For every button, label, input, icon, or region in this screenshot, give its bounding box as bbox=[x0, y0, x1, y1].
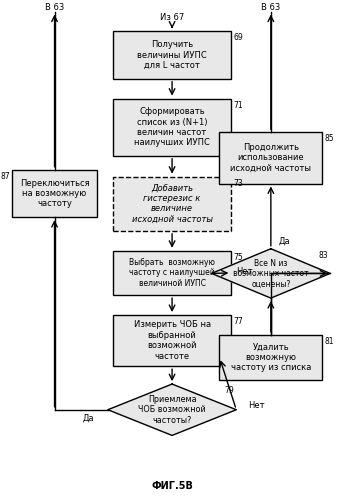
Text: 81: 81 bbox=[324, 337, 334, 346]
FancyBboxPatch shape bbox=[220, 335, 322, 380]
FancyBboxPatch shape bbox=[113, 315, 231, 366]
Text: Удалить
возможную
частоту из списка: Удалить возможную частоту из списка bbox=[231, 342, 311, 372]
Text: Приемлема
ЧОБ возможной
частоты?: Приемлема ЧОБ возможной частоты? bbox=[138, 395, 206, 425]
Text: Да: Да bbox=[82, 413, 94, 422]
Text: В 63: В 63 bbox=[45, 3, 64, 12]
Text: 75: 75 bbox=[233, 252, 243, 261]
Text: Добавить
гистерезис к
величине
исходной частоты: Добавить гистерезис к величине исходной … bbox=[132, 184, 212, 224]
Polygon shape bbox=[108, 384, 236, 436]
Text: Получить
величины ИУПС
для L частот: Получить величины ИУПС для L частот bbox=[137, 40, 207, 70]
Text: Сформировать
список из (N+1)
величин частот
наилучших ИУПС: Сформировать список из (N+1) величин час… bbox=[134, 107, 210, 147]
Text: Да: Да bbox=[279, 237, 290, 246]
FancyBboxPatch shape bbox=[113, 177, 231, 231]
FancyBboxPatch shape bbox=[113, 31, 231, 79]
Text: Нет: Нет bbox=[236, 267, 253, 276]
FancyBboxPatch shape bbox=[113, 99, 231, 156]
FancyBboxPatch shape bbox=[220, 132, 322, 184]
FancyBboxPatch shape bbox=[113, 250, 231, 295]
Text: 85: 85 bbox=[324, 134, 334, 143]
Text: Из 67: Из 67 bbox=[160, 13, 184, 22]
Text: Нет: Нет bbox=[248, 401, 265, 410]
Text: 79: 79 bbox=[224, 386, 234, 395]
Text: Переключиться
на возможную
частоту: Переключиться на возможную частоту bbox=[20, 179, 89, 208]
FancyBboxPatch shape bbox=[12, 170, 97, 217]
Text: Измерить ЧОБ на
выбранной
возможной
частоте: Измерить ЧОБ на выбранной возможной част… bbox=[134, 320, 211, 361]
Text: 87: 87 bbox=[0, 172, 10, 181]
Text: ФИГ.5B: ФИГ.5B bbox=[151, 481, 193, 491]
Text: 69: 69 bbox=[233, 33, 243, 42]
Text: 83: 83 bbox=[318, 250, 328, 259]
Text: В 63: В 63 bbox=[261, 3, 280, 12]
Text: 73: 73 bbox=[233, 179, 243, 188]
Text: 77: 77 bbox=[233, 317, 243, 326]
Text: Выбрать  возможную
частоту с наилучшей
величиной ИУПС: Выбрать возможную частоту с наилучшей ве… bbox=[129, 258, 215, 288]
Polygon shape bbox=[211, 249, 330, 298]
Text: Продолжить
использование
исходной частоты: Продолжить использование исходной частот… bbox=[231, 143, 311, 173]
Text: Все N из
возможных частот
оценены?: Все N из возможных частот оценены? bbox=[233, 258, 309, 288]
Text: 71: 71 bbox=[233, 101, 243, 110]
